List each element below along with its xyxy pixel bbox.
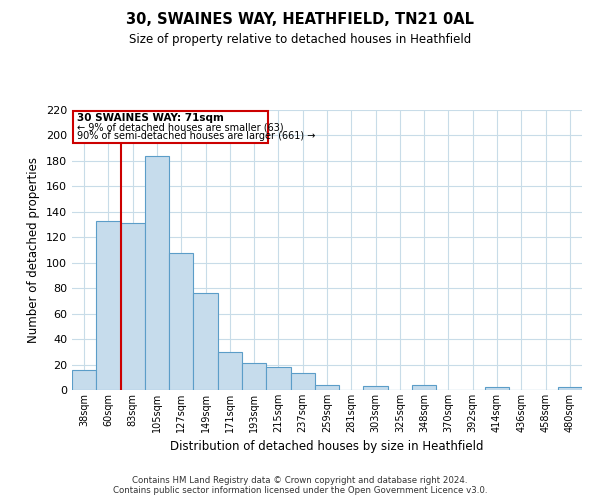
Bar <box>315 385 339 390</box>
Text: Size of property relative to detached houses in Heathfield: Size of property relative to detached ho… <box>129 32 471 46</box>
Bar <box>412 385 436 390</box>
Text: Contains public sector information licensed under the Open Government Licence v3: Contains public sector information licen… <box>113 486 487 495</box>
Bar <box>193 294 218 390</box>
Bar <box>266 367 290 390</box>
Bar <box>169 252 193 390</box>
X-axis label: Distribution of detached houses by size in Heathfield: Distribution of detached houses by size … <box>170 440 484 454</box>
Bar <box>121 224 145 390</box>
Bar <box>218 352 242 390</box>
Bar <box>558 388 582 390</box>
Bar <box>72 370 96 390</box>
Text: 90% of semi-detached houses are larger (661) →: 90% of semi-detached houses are larger (… <box>77 131 315 141</box>
Text: 30, SWAINES WAY, HEATHFIELD, TN21 0AL: 30, SWAINES WAY, HEATHFIELD, TN21 0AL <box>126 12 474 28</box>
Text: 30 SWAINES WAY: 71sqm: 30 SWAINES WAY: 71sqm <box>77 113 224 123</box>
Bar <box>485 388 509 390</box>
Text: Contains HM Land Registry data © Crown copyright and database right 2024.: Contains HM Land Registry data © Crown c… <box>132 476 468 485</box>
FancyBboxPatch shape <box>73 112 268 143</box>
Bar <box>96 220 121 390</box>
Bar <box>145 156 169 390</box>
Bar <box>290 374 315 390</box>
Bar <box>242 364 266 390</box>
Text: ← 9% of detached houses are smaller (63): ← 9% of detached houses are smaller (63) <box>77 122 283 132</box>
Bar <box>364 386 388 390</box>
Y-axis label: Number of detached properties: Number of detached properties <box>28 157 40 343</box>
